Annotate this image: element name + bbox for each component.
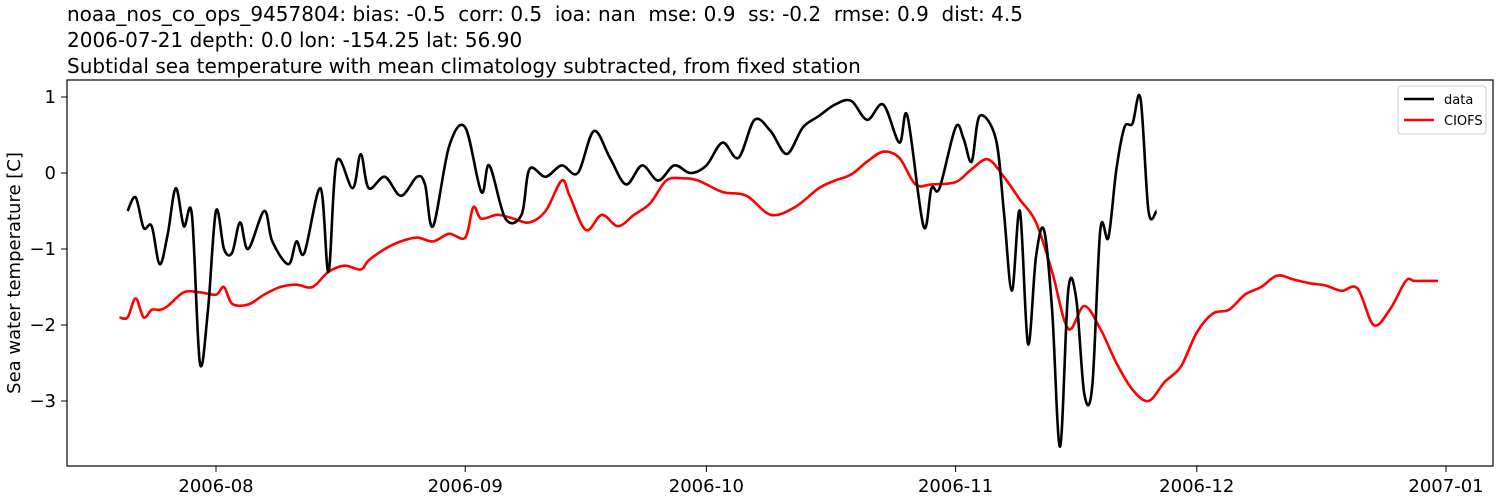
legend-label-data: data: [1444, 93, 1473, 108]
legend-label-ciofs: CIOFS: [1444, 114, 1483, 129]
x-axis: 2006-08 2006-09 2006-10 2006-11 2006-12 2007-…: [178, 466, 1484, 497]
plot-lines: [119, 93, 1438, 448]
y-tick-label: 0: [45, 163, 56, 184]
x-tick-label: 2006-11: [918, 476, 993, 497]
y-tick-label: 1: [45, 87, 56, 108]
chart-title-description: Subtidal sea temperature with mean clima…: [67, 54, 861, 78]
axes-frame: [66, 79, 1494, 467]
x-tick-label: 2006-12: [1159, 476, 1234, 497]
x-tick-label: 2006-09: [428, 476, 503, 497]
series-line-ciofs: [119, 150, 1438, 403]
x-tick-label: 2006-10: [669, 476, 744, 497]
series-line-data: [126, 93, 1158, 448]
y-axis-label: Sea water temperature [C]: [4, 152, 25, 394]
y-tick-label: −3: [29, 391, 56, 412]
y-axis: 1 0 −1 −2 −3: [29, 87, 67, 412]
legend: data CIOFS: [1397, 85, 1487, 135]
y-tick-label: −1: [29, 239, 56, 260]
y-tick-label: −2: [29, 315, 56, 336]
chart-title-stats: noaa_nos_co_ops_9457804: bias: -0.5 corr…: [67, 2, 1023, 26]
chart-title-location: 2006-07-21 depth: 0.0 lon: -154.25 lat: …: [67, 28, 523, 52]
x-tick-label: 2007-01: [1408, 476, 1483, 497]
x-tick-label: 2006-08: [178, 476, 253, 497]
